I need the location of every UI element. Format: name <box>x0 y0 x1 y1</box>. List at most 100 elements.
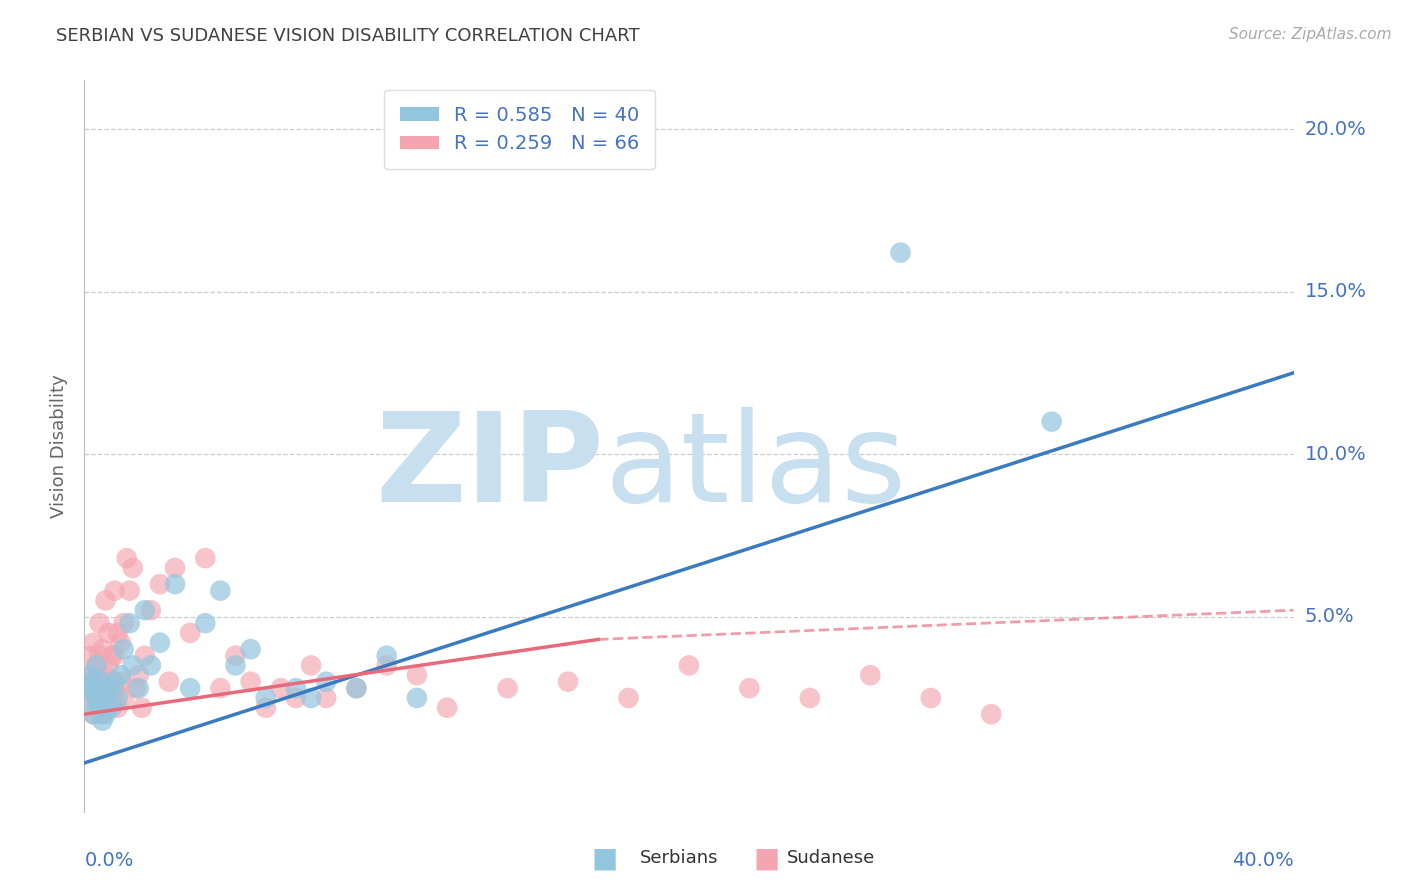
Point <box>100 700 122 714</box>
Point <box>112 642 135 657</box>
Point <box>115 551 138 566</box>
Point <box>82 674 104 689</box>
Point <box>94 668 117 682</box>
Text: 10.0%: 10.0% <box>1305 444 1367 464</box>
Point <box>107 700 129 714</box>
Point <box>82 674 104 689</box>
Text: 20.0%: 20.0% <box>1305 120 1367 138</box>
Text: ■: ■ <box>754 844 779 872</box>
Point <box>209 583 232 598</box>
Point <box>165 561 187 575</box>
Point <box>285 690 308 705</box>
Legend: R = 0.585   N = 40, R = 0.259   N = 66: R = 0.585 N = 40, R = 0.259 N = 66 <box>384 90 655 169</box>
Point <box>315 690 337 705</box>
Point <box>104 648 127 663</box>
Point <box>738 681 761 696</box>
Point <box>139 658 162 673</box>
Point <box>980 707 1002 722</box>
Point <box>139 603 162 617</box>
Point <box>149 635 172 649</box>
Point <box>112 616 135 631</box>
Point <box>436 700 458 714</box>
Point <box>91 714 114 728</box>
Point <box>131 700 153 714</box>
Point <box>375 648 398 663</box>
Point <box>157 674 180 689</box>
Point <box>346 681 368 696</box>
Text: ZIP: ZIP <box>375 408 605 528</box>
Point <box>920 690 942 705</box>
Text: ■: ■ <box>592 844 617 872</box>
Point <box>89 681 111 696</box>
Point <box>110 635 132 649</box>
Point <box>91 674 114 689</box>
Point <box>79 648 101 663</box>
Point <box>97 658 120 673</box>
Point <box>121 658 143 673</box>
Point <box>97 700 120 714</box>
Point <box>617 690 640 705</box>
Point <box>104 681 127 696</box>
Y-axis label: Vision Disability: Vision Disability <box>49 374 67 518</box>
Point <box>375 658 398 673</box>
Point <box>678 658 700 673</box>
Point <box>91 674 114 689</box>
Text: Sudanese: Sudanese <box>787 849 876 867</box>
Text: SERBIAN VS SUDANESE VISION DISABILITY CORRELATION CHART: SERBIAN VS SUDANESE VISION DISABILITY CO… <box>56 27 640 45</box>
Point <box>82 707 104 722</box>
Point <box>799 690 821 705</box>
Point <box>97 681 120 696</box>
Point <box>225 648 247 663</box>
Point <box>134 603 156 617</box>
Point <box>239 674 262 689</box>
Point <box>100 648 122 663</box>
Point <box>94 707 117 722</box>
Point <box>299 658 322 673</box>
Point <box>91 642 114 657</box>
Point <box>110 668 132 682</box>
Point <box>165 577 187 591</box>
Point <box>89 681 111 696</box>
Point <box>82 635 104 649</box>
Point <box>406 668 429 682</box>
Point <box>254 700 277 714</box>
Point <box>86 658 108 673</box>
Point <box>285 681 308 696</box>
Point <box>890 245 912 260</box>
Point <box>121 561 143 575</box>
Point <box>86 690 108 705</box>
Point <box>112 690 135 705</box>
Point <box>89 700 111 714</box>
Point <box>79 690 101 705</box>
Point <box>1040 415 1063 429</box>
Point <box>179 626 201 640</box>
Point <box>194 551 217 566</box>
Point <box>86 690 108 705</box>
Point <box>89 648 111 663</box>
Point <box>134 648 156 663</box>
Point <box>406 690 429 705</box>
Point <box>86 658 108 673</box>
Point <box>94 690 117 705</box>
Point <box>100 690 122 705</box>
Point <box>315 674 337 689</box>
Point <box>79 668 101 682</box>
Text: Serbians: Serbians <box>640 849 718 867</box>
Point <box>76 668 98 682</box>
Point <box>270 681 292 696</box>
Point <box>94 593 117 607</box>
Point <box>104 674 127 689</box>
Point <box>104 583 127 598</box>
Text: 0.0%: 0.0% <box>84 851 134 870</box>
Point <box>346 681 368 696</box>
Point <box>91 707 114 722</box>
Text: 15.0%: 15.0% <box>1305 282 1367 301</box>
Text: Source: ZipAtlas.com: Source: ZipAtlas.com <box>1229 27 1392 42</box>
Point <box>239 642 262 657</box>
Point <box>194 616 217 631</box>
Point <box>76 681 98 696</box>
Point <box>97 626 120 640</box>
Point <box>89 616 111 631</box>
Text: 40.0%: 40.0% <box>1232 851 1294 870</box>
Point <box>76 681 98 696</box>
